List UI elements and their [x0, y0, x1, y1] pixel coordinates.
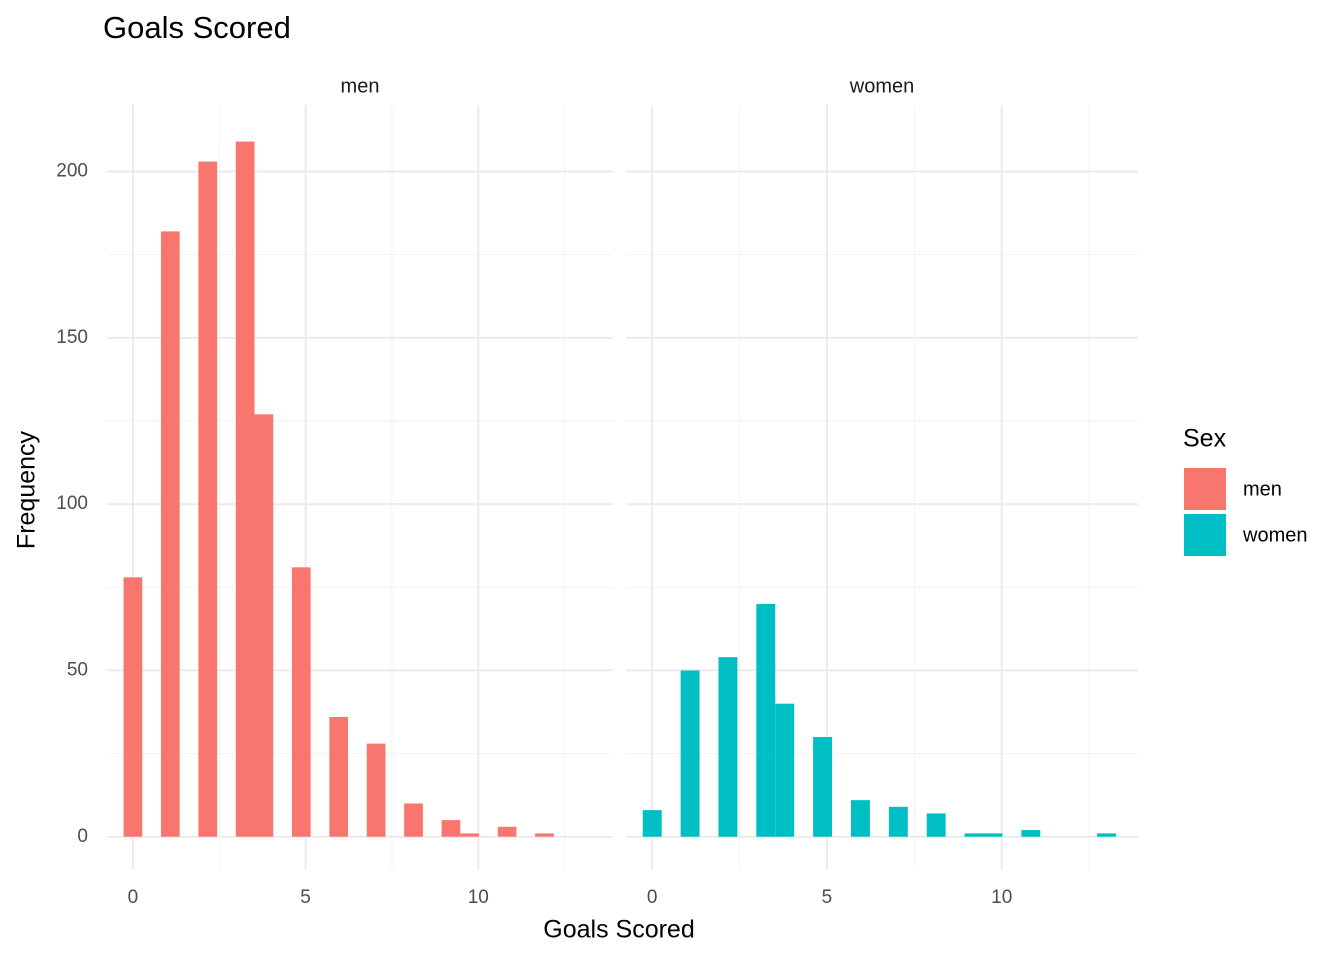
y-tick-label: 100	[56, 493, 88, 514]
bar	[1097, 833, 1117, 837]
bar	[123, 577, 143, 837]
facet-label: women	[849, 75, 914, 97]
x-axis-label: Goals Scored	[543, 916, 694, 944]
bar	[642, 810, 662, 837]
bar	[497, 826, 517, 837]
x-tick-label: 5	[822, 887, 833, 908]
bar	[535, 833, 554, 837]
bar	[926, 813, 946, 837]
bar	[813, 736, 833, 837]
x-tick-label: 5	[300, 887, 311, 908]
legend-key	[1184, 514, 1226, 556]
bar	[964, 833, 984, 837]
bar	[775, 703, 795, 837]
bar	[460, 833, 480, 837]
bar	[680, 670, 700, 837]
y-tick-label: 200	[56, 161, 88, 182]
legend-title: Sex	[1183, 425, 1227, 453]
bar	[198, 161, 218, 837]
bar	[756, 603, 776, 837]
x-tick-label: 0	[647, 887, 658, 908]
bar	[888, 806, 908, 837]
legend-key	[1184, 468, 1226, 510]
chart-title: Goals Scored	[103, 10, 291, 45]
legend-label: men	[1243, 478, 1282, 500]
y-tick-label: 0	[77, 826, 88, 847]
legend-label: women	[1242, 524, 1307, 546]
x-tick-label: 0	[128, 887, 139, 908]
bar	[441, 820, 461, 837]
y-axis-label: Frequency	[13, 430, 41, 549]
bar	[160, 231, 180, 837]
bar	[404, 803, 423, 837]
y-tick-label: 50	[67, 659, 88, 680]
bar	[718, 657, 738, 837]
x-tick-label: 10	[991, 887, 1012, 908]
bar	[235, 141, 255, 837]
facet-label: men	[341, 75, 380, 97]
bar	[851, 800, 870, 837]
bar	[329, 717, 349, 837]
y-tick-label: 150	[56, 327, 88, 348]
bar	[1021, 830, 1041, 837]
bar	[366, 743, 386, 837]
bar	[983, 833, 1003, 837]
bar	[291, 567, 311, 837]
x-tick-label: 10	[468, 887, 489, 908]
bar	[254, 414, 274, 837]
